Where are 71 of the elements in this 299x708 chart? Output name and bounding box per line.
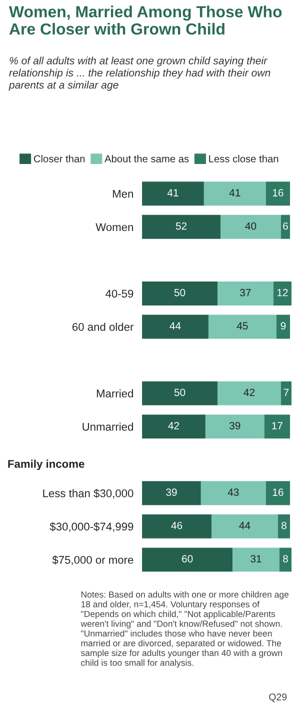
- y-tick-label: Men: [112, 190, 133, 198]
- bar: [218, 381, 281, 406]
- y-tick-label: Women: [96, 223, 133, 232]
- data-label: 42: [244, 388, 255, 396]
- y-tick-label: $75,000 or more: [52, 555, 134, 566]
- bar: [204, 182, 266, 206]
- data-label: 50: [174, 388, 186, 396]
- y-tick-label: 60 and older: [72, 322, 134, 331]
- bar: [278, 514, 290, 538]
- data-label: 12: [277, 288, 288, 296]
- bar: [142, 514, 212, 538]
- data-label: 8: [283, 555, 288, 562]
- bar: [142, 548, 233, 572]
- data-label: 37: [240, 288, 251, 296]
- bar: [273, 281, 292, 306]
- text: Notes: Based on adults with one or more children age 18 and older, n=1,454. Voluntary responses of "Depends on which child," "Not applicable/Parents weren't living" and "Don't know/Refused" not shown. "Unmarried" includes those who have never been married or are divorced, separated or widowed. The sample size for adults younger than 40 with a grown child is too small for analysis.: [80, 591, 289, 668]
- legend-label: Less close than: [209, 154, 278, 162]
- data-label: 41: [229, 189, 240, 196]
- legend-label: About the same as: [104, 154, 189, 162]
- bar: [208, 314, 276, 339]
- bar: [211, 514, 278, 538]
- bar: [264, 414, 290, 439]
- bar: [142, 314, 208, 339]
- data-label: 7: [284, 388, 289, 396]
- data-label: 43: [228, 488, 239, 496]
- data-label: 52: [176, 222, 187, 230]
- bar: [266, 481, 290, 506]
- chart-subtitle: % of all adults with at least one grown child saying their relationship is ... the relationship they had with their own parents at a similar age: [8, 56, 270, 91]
- data-label: 17: [272, 422, 282, 430]
- data-label: 8: [282, 522, 286, 530]
- data-label: 42: [168, 422, 180, 430]
- data-label: 39: [166, 488, 177, 496]
- legend-label: Closer than: [34, 154, 85, 162]
- data-label: 41: [167, 189, 178, 196]
- data-label: 6: [283, 222, 288, 230]
- bar: [218, 281, 274, 306]
- bar: [142, 214, 221, 239]
- y-tick-label: Married: [96, 389, 133, 398]
- data-label: 50: [174, 288, 186, 296]
- y-tick-label: Less than $30,000: [43, 488, 134, 499]
- data-label: 9: [280, 322, 286, 330]
- data-label: 45: [236, 322, 248, 330]
- y-tick-label: Unmarried: [82, 422, 133, 431]
- bar: [205, 414, 264, 439]
- bar: [280, 381, 292, 406]
- data-label: 60: [182, 555, 193, 562]
- bar: [232, 548, 280, 572]
- chart-title: Women, Married Among Those Who Are Closer with Grown Child: [8, 6, 282, 35]
- data-label: 31: [250, 555, 262, 562]
- bar: [276, 314, 290, 339]
- bar: [200, 481, 266, 506]
- data-label: 16: [272, 488, 284, 496]
- bar: [142, 414, 206, 439]
- bar: [266, 182, 290, 206]
- bar: [279, 548, 292, 572]
- bar: [142, 381, 218, 406]
- text: Family income: [8, 460, 84, 470]
- bar: [142, 182, 204, 206]
- y-tick-label: $30,000-$74,999: [50, 522, 134, 532]
- y-tick-label: 40-59: [106, 290, 134, 298]
- text: Q29: [269, 694, 287, 702]
- bar: [142, 281, 218, 306]
- bar: [280, 214, 290, 239]
- data-label: 46: [171, 522, 182, 530]
- data-label: 44: [239, 522, 250, 530]
- bar: [220, 214, 281, 239]
- data-label: 16: [272, 189, 284, 196]
- data-label: 40: [245, 222, 256, 230]
- data-label: 44: [170, 322, 181, 330]
- data-label: 39: [230, 422, 240, 430]
- bar: [142, 481, 201, 506]
